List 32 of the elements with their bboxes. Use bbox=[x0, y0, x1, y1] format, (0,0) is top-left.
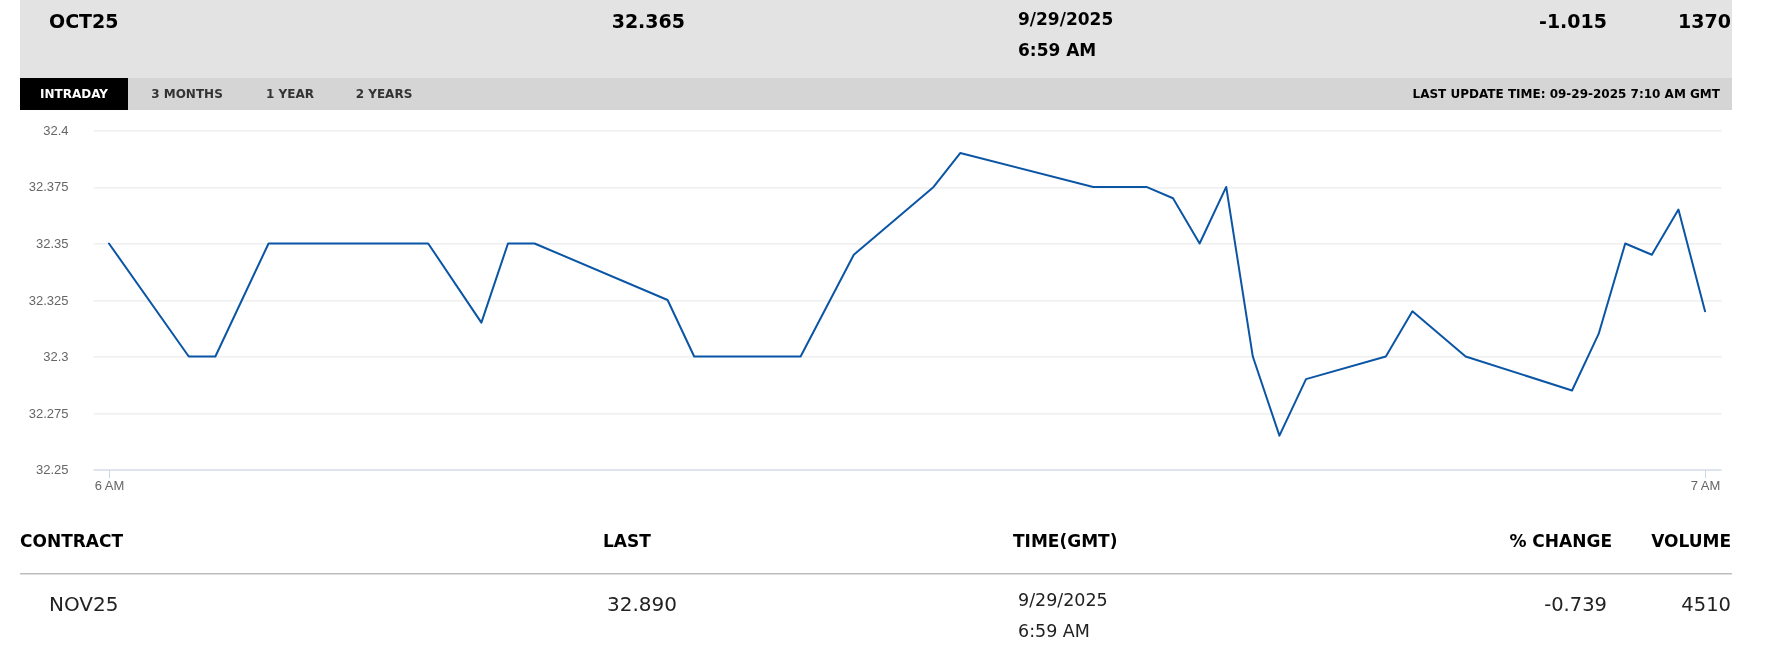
text: % CHANGE bbox=[1509, 531, 1612, 551]
text: 32.890 bbox=[607, 592, 677, 616]
text: LAST UPDATE TIME: 09-29-2025 7:10 AM GMT bbox=[1412, 87, 1721, 101]
y-tick-label: 32.35 bbox=[35, 235, 69, 251]
text: INTRADAY bbox=[39, 87, 109, 101]
y-tick-label: 32.375 bbox=[28, 179, 69, 195]
text: NOV25 bbox=[49, 592, 119, 616]
y-tick-label: 32.3 bbox=[43, 349, 69, 365]
y-tick-label: 32.25 bbox=[35, 462, 69, 478]
x-tick-label: 6 AM bbox=[94, 478, 125, 494]
x-tick-label: 7 AM bbox=[1690, 478, 1721, 494]
text: LAST bbox=[603, 531, 652, 551]
text: 4510 bbox=[1681, 593, 1731, 616]
text: 6:59 AM bbox=[1018, 40, 1097, 60]
text: 1370 bbox=[1678, 10, 1731, 32]
text: VOLUME bbox=[1651, 531, 1731, 551]
text: 6:59 AM bbox=[1018, 621, 1090, 641]
line-series bbox=[107, 152, 1707, 437]
text: 9/29/2025 bbox=[1018, 590, 1108, 610]
y-tick-label: 32.4 bbox=[43, 122, 69, 138]
text: -1.015 bbox=[1539, 10, 1607, 32]
text: 9/29/2025 bbox=[1018, 9, 1114, 29]
y-tick-label: 32.325 bbox=[28, 292, 69, 308]
text: -0.739 bbox=[1544, 593, 1607, 616]
text: 32.365 bbox=[611, 10, 685, 32]
y-tick-label: 32.275 bbox=[28, 405, 69, 421]
text: CONTRACT bbox=[20, 531, 124, 551]
text: 2 YEARS bbox=[355, 87, 413, 101]
text: TIME(GMT) bbox=[1013, 531, 1118, 551]
text: 3 MONTHS bbox=[151, 87, 223, 101]
text: OCT25 bbox=[49, 10, 119, 32]
text: 1 YEAR bbox=[266, 87, 314, 101]
